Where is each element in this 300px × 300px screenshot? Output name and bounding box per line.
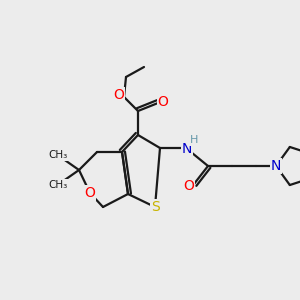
Text: O: O <box>85 186 95 200</box>
Text: N: N <box>271 159 281 173</box>
Text: O: O <box>158 95 168 109</box>
Text: O: O <box>184 179 194 193</box>
Text: CH₃: CH₃ <box>48 150 68 160</box>
Text: CH₃: CH₃ <box>48 180 68 190</box>
Text: N: N <box>182 142 192 156</box>
Text: O: O <box>114 88 124 102</box>
Text: S: S <box>151 200 159 214</box>
Text: H: H <box>190 135 198 145</box>
